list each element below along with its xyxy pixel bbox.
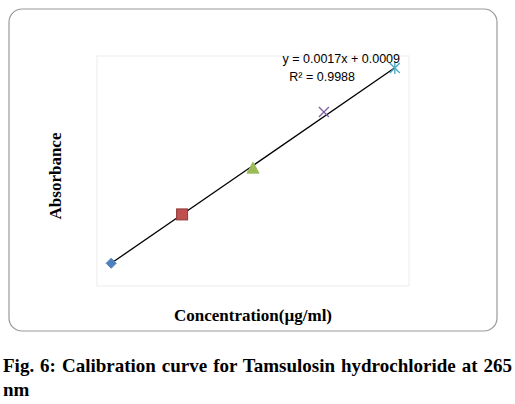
y-axis-title: Absorbance	[46, 132, 65, 219]
data-point	[247, 162, 259, 173]
marker-stroke	[319, 107, 329, 117]
data-point	[319, 107, 329, 117]
caption: Fig. 6: Calibration curve for Tamsulosin…	[3, 354, 512, 402]
trendline-equation: y = 0.0017x + 0.0009	[283, 52, 401, 66]
data-point	[106, 258, 116, 268]
plot-area	[97, 56, 409, 286]
chart: y = 0.0017x + 0.0009 R² = 0.9988 Concentra…	[0, 0, 515, 404]
r-squared: R² = 0.9988	[289, 70, 355, 84]
chart-frame	[9, 9, 497, 331]
data-point	[177, 209, 188, 220]
marker-stroke	[319, 107, 329, 117]
trendline	[111, 68, 395, 264]
x-axis-title: Concentration(µg/ml)	[174, 306, 332, 325]
plot-marks	[106, 62, 400, 268]
